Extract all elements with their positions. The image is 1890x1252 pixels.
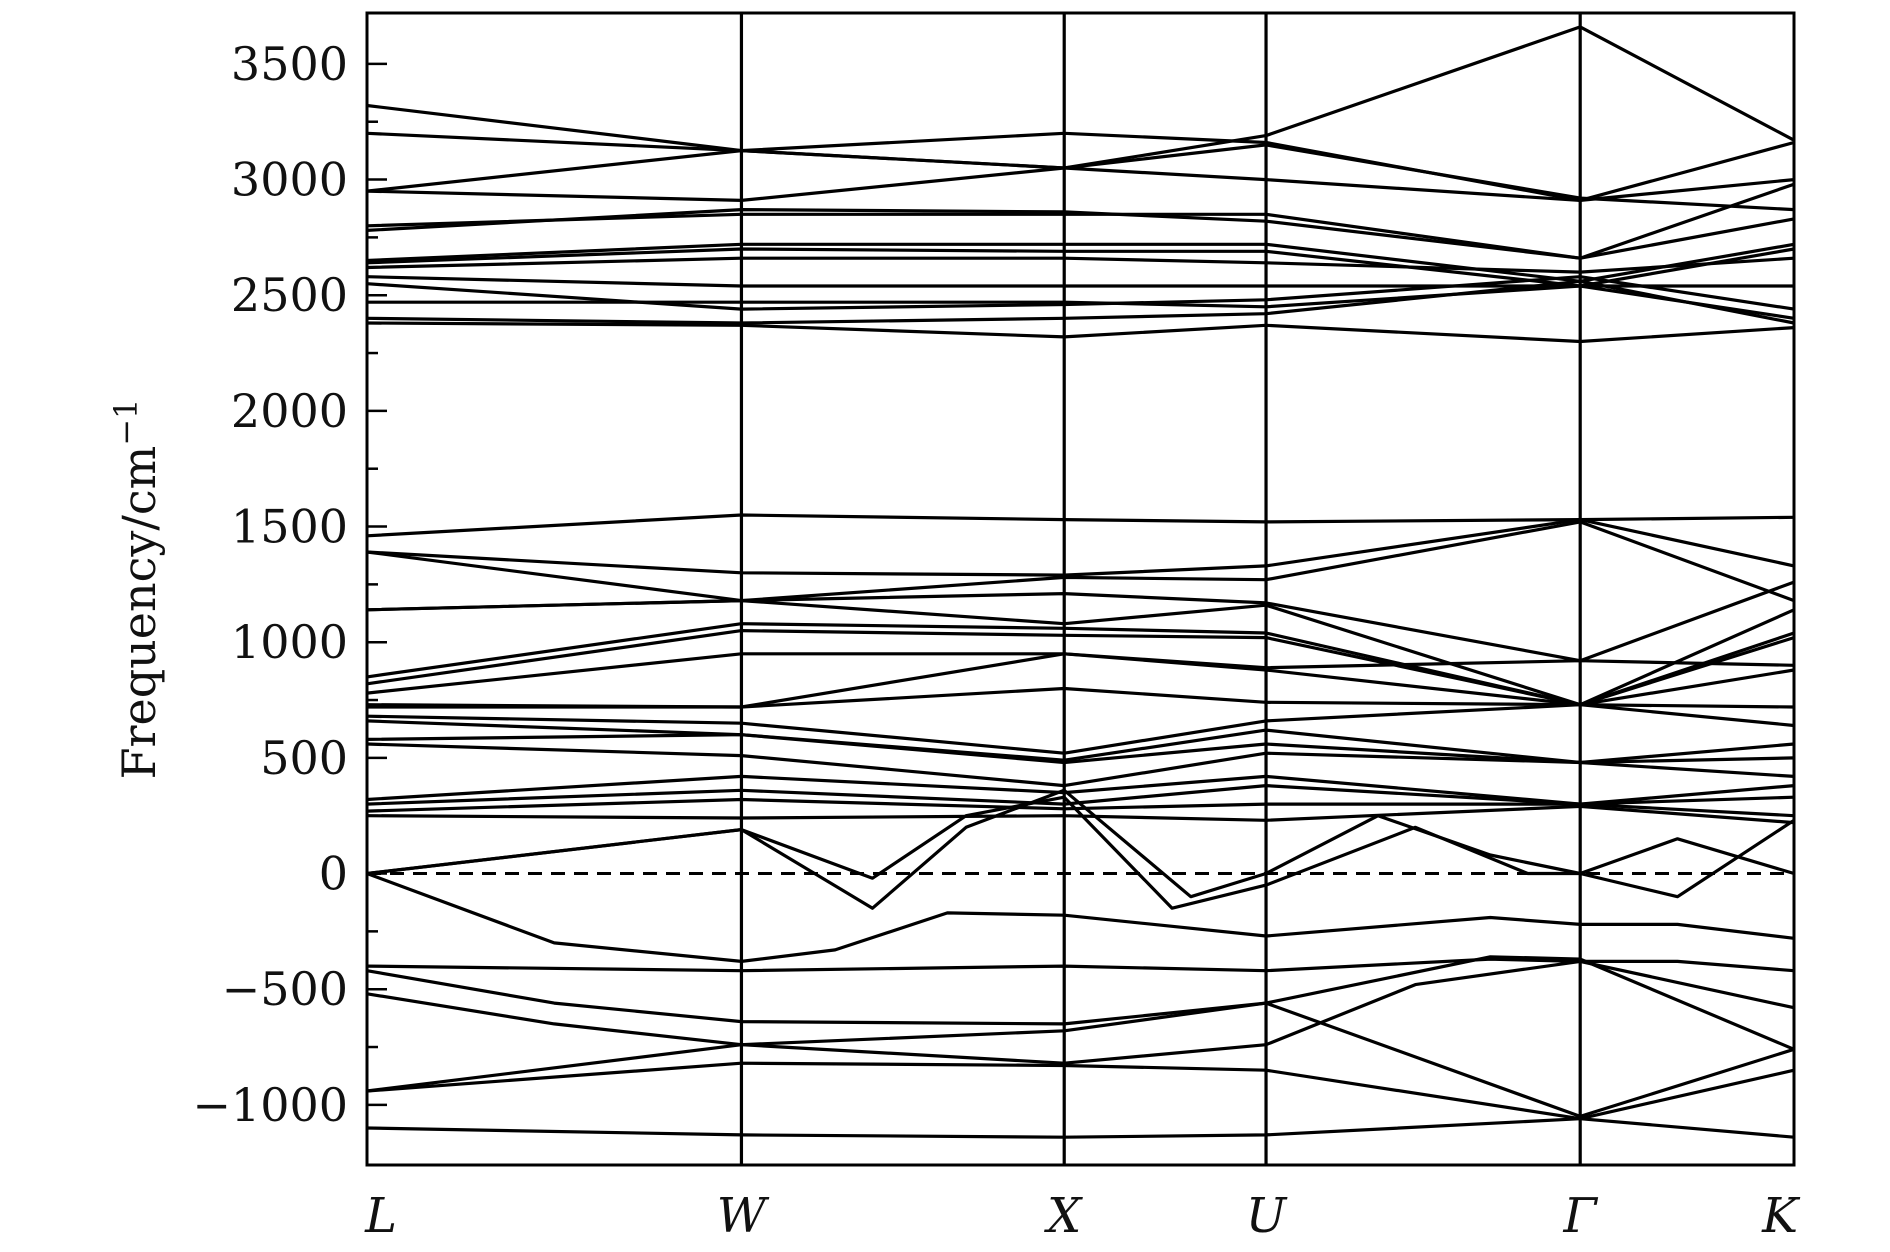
x-label-X: X bbox=[1043, 1188, 1083, 1244]
band-line-8 bbox=[366, 247, 1795, 288]
band-line-12 bbox=[367, 284, 1795, 320]
band-line-4 bbox=[366, 143, 1795, 212]
band-line-26 bbox=[366, 719, 1795, 765]
band-line-25 bbox=[366, 703, 1795, 755]
x-label-Γ: Γ bbox=[1563, 1188, 1599, 1244]
band-line-5 bbox=[366, 182, 1795, 260]
band-line-34 bbox=[366, 795, 1795, 910]
band-line-37 bbox=[366, 955, 1795, 1051]
band-line-32 bbox=[366, 804, 1795, 825]
y-tick-label: 2500 bbox=[231, 268, 348, 322]
band-line-36 bbox=[366, 957, 1795, 973]
band-line-14 bbox=[366, 321, 1795, 344]
band-line-15 bbox=[366, 513, 1795, 538]
band-line-3 bbox=[366, 149, 1795, 202]
y-axis-title-text: Frequency/cm bbox=[112, 446, 166, 780]
y-axis-ticks: 3500 3000 2500 2000 1500 1000 500 0 −500 −1000 bbox=[192, 37, 387, 1132]
band-line-38 bbox=[366, 959, 1795, 1065]
band-line-6 bbox=[366, 208, 1795, 260]
band-line-9 bbox=[366, 256, 1795, 274]
y-axis-title: Frequency/cm−1 bbox=[107, 399, 166, 780]
band-line-31 bbox=[366, 797, 1795, 818]
y-tick-label: 3000 bbox=[231, 153, 348, 207]
band-line-19 bbox=[366, 599, 1795, 707]
band-line-24 bbox=[367, 686, 1795, 709]
plot-frame bbox=[365, 11, 1796, 1167]
band-line-2 bbox=[366, 131, 1795, 202]
y-tick-label: 1000 bbox=[231, 615, 348, 669]
y-tick-label: 2000 bbox=[231, 384, 348, 438]
x-label-L: L bbox=[364, 1188, 397, 1244]
band-line-21 bbox=[366, 629, 1795, 707]
y-tick-label: 3500 bbox=[231, 37, 348, 91]
y-tick-label: 1500 bbox=[231, 500, 348, 554]
y-tick-label: −1000 bbox=[192, 1078, 348, 1132]
band-line-10 bbox=[366, 275, 1794, 288]
band-line-7 bbox=[366, 242, 1795, 283]
y-axis-title-superscript: −1 bbox=[107, 399, 145, 446]
x-label-K: K bbox=[1761, 1188, 1801, 1244]
band-line-33 bbox=[366, 788, 1795, 910]
band-line-13 bbox=[366, 279, 1795, 325]
band-line-29 bbox=[366, 774, 1795, 806]
band-line-28 bbox=[366, 742, 1795, 788]
x-label-W: W bbox=[717, 1188, 770, 1244]
band-line-11 bbox=[366, 275, 1795, 311]
band-line-16 bbox=[366, 518, 1795, 577]
band-line-1 bbox=[366, 25, 1795, 170]
band-lines bbox=[366, 25, 1795, 1139]
band-line-40 bbox=[366, 1061, 1795, 1121]
x-label-U: U bbox=[1246, 1188, 1288, 1244]
band-line-27 bbox=[366, 733, 1795, 765]
band-line-30 bbox=[366, 784, 1795, 806]
y-tick-label: −500 bbox=[222, 962, 348, 1016]
band-line-39 bbox=[366, 1001, 1795, 1118]
high-symmetry-lines bbox=[739, 13, 1582, 1165]
band-line-41 bbox=[366, 1117, 1795, 1139]
band-line-17 bbox=[366, 520, 1795, 603]
y-tick-label: 500 bbox=[260, 731, 348, 785]
y-tick-label: 0 bbox=[319, 847, 348, 901]
